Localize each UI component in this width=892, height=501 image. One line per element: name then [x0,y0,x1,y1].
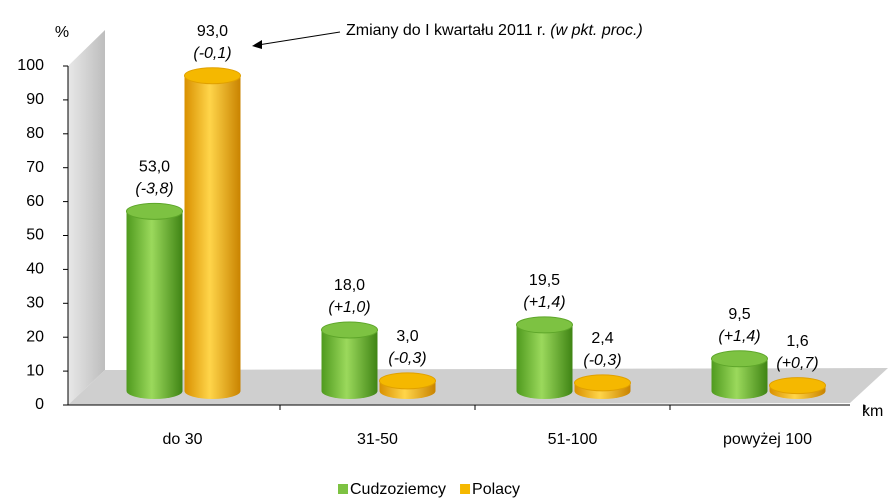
x-tick-label: 51-100 [548,431,598,448]
cylinder-bottom [321,383,378,399]
cylinder-body [184,75,241,391]
cylinder-bar [574,374,631,399]
annotation-text: Zmiany do I kwartału 2011 r. [346,22,546,39]
cylinder-top [379,372,436,390]
y-tick-label: 90 [26,91,44,108]
change-label: (+0,7) [776,355,818,372]
cylinder-top [574,374,631,392]
value-label: 3,0 [396,328,418,345]
x-tick-label: do 30 [162,431,202,448]
cylinder-bar [769,377,826,399]
x-tick-label: powyżej 100 [723,431,812,448]
cylinder-top [769,377,826,395]
y-tick-label: 50 [26,227,44,244]
change-label: (+1,4) [718,328,760,345]
cylinder-top [516,316,573,334]
cylinder-bar [126,202,183,399]
cylinder-body [516,324,573,391]
change-label: (+1,0) [328,299,370,316]
y-tick-label: 40 [26,261,44,278]
cylinder-body [321,329,378,391]
value-label: 93,0 [197,23,228,40]
cylinder-top [321,321,378,339]
cylinder-bar [321,321,378,399]
y-tick-label: 0 [35,396,44,413]
y-tick-label: 100 [17,57,44,74]
y-tick-label: 80 [26,125,44,142]
x-tick-label: 31-50 [357,431,398,448]
annotation: Zmiany do I kwartału 2011 r. (w pkt. pro… [346,22,643,39]
legend-swatch [338,484,348,494]
back-wall [68,30,105,405]
value-label: 18,0 [334,277,365,294]
cylinder-bar [516,316,573,399]
x-axis-unit: km [862,403,883,420]
change-label: (+1,4) [523,294,565,311]
value-label: 19,5 [529,272,560,289]
y-tick-label: 60 [26,193,44,210]
floor [68,368,888,405]
cylinder-bottom [711,383,768,399]
y-tick-label: 10 [26,362,44,379]
y-axis-label: % [55,24,69,41]
cylinder-body [126,211,183,391]
cylinder-top [184,67,241,85]
value-label: 2,4 [591,330,613,347]
change-label: (-3,8) [135,181,173,198]
cylinder-bottom [184,383,241,399]
change-label: (-0,1) [193,45,231,62]
y-tick-label: 70 [26,159,44,176]
arrow-head [252,40,262,49]
cylinder-bar [711,350,768,399]
cylinder-top [126,202,183,220]
cylinder-bottom [126,383,183,399]
change-label: (-0,3) [583,352,621,369]
legend-label: Cudzoziemcy [350,481,446,498]
legend-label: Polacy [472,481,520,498]
cylinder-bottom [516,383,573,399]
legend-swatch [460,484,471,494]
y-tick-label: 30 [26,295,44,312]
cylinder-top [711,350,768,368]
value-label: 1,6 [786,333,808,350]
annotation-arrow [257,31,341,46]
annotation-italic: (w pkt. proc.) [550,22,642,39]
cylinder-bar [184,67,241,399]
change-label: (-0,3) [388,350,426,367]
cylinder-bar [379,372,436,399]
y-tick-label: 20 [26,328,44,345]
value-label: 53,0 [139,159,170,176]
value-label: 9,5 [728,306,750,323]
